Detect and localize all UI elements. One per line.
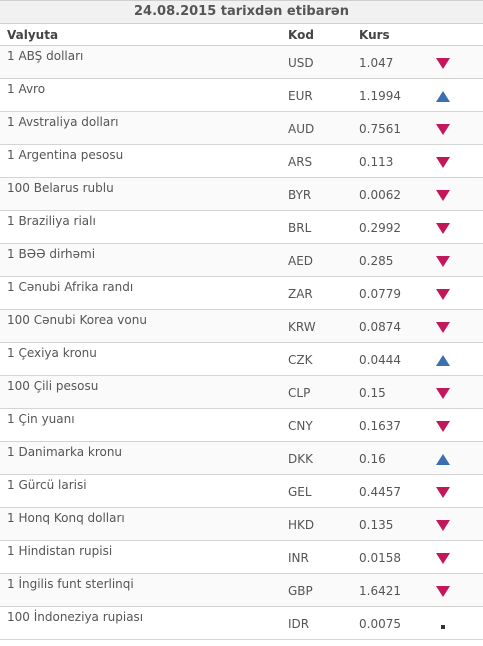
currency-code: CZK (288, 353, 313, 367)
currency-name: 1 İngilis funt sterlinqi (7, 577, 134, 591)
trend-down-icon (436, 520, 450, 532)
table-body: 1 ABŞ dolları USD 1.047 1 Avro EUR 1.1994 1 Av… (0, 46, 483, 640)
trend-down-icon (436, 157, 450, 169)
trend-down-icon (436, 58, 450, 70)
table-title: 24.08.2015 tarixdən etibarən (0, 0, 483, 24)
table-row: 1 Danimarka kronu DKK 0.16 (0, 442, 483, 475)
table-row: 1 Çexiya kronu CZK 0.0444 (0, 343, 483, 376)
exchange-rate: 0.16 (359, 452, 386, 466)
trend-down-icon (436, 289, 450, 301)
exchange-rate: 0.4457 (359, 485, 401, 499)
trend-down-icon (436, 586, 450, 598)
table-row: 1 ABŞ dolları USD 1.047 (0, 46, 483, 79)
currency-name: 1 Cənubi Afrika randı (7, 280, 134, 294)
trend-down-icon (436, 124, 450, 136)
exchange-rate: 0.0444 (359, 353, 401, 367)
currency-code: CNY (288, 419, 313, 433)
currency-name: 1 Çin yuanı (7, 412, 75, 426)
trend-unchanged-icon (436, 619, 450, 631)
table-header: Valyuta Kod Kurs (0, 24, 483, 46)
currency-code: CLP (288, 386, 311, 400)
table-row: 1 Avro EUR 1.1994 (0, 79, 483, 112)
exchange-rate: 0.0874 (359, 320, 401, 334)
trend-down-icon (436, 553, 450, 565)
table-row: 100 Cənubi Korea vonu KRW 0.0874 (0, 310, 483, 343)
table-row: 1 Argentina pesosu ARS 0.113 (0, 145, 483, 178)
exchange-rate: 0.0158 (359, 551, 401, 565)
currency-name: 100 Cənubi Korea vonu (7, 313, 147, 327)
table-row-cut (0, 640, 483, 646)
table-row: 100 Belarus rublu BYR 0.0062 (0, 178, 483, 211)
currency-code: AUD (288, 122, 315, 136)
currency-code: KRW (288, 320, 316, 334)
column-header-currency: Valyuta (7, 28, 59, 42)
exchange-rate: 0.135 (359, 518, 394, 532)
exchange-rate: 0.2992 (359, 221, 401, 235)
table-row: 1 İngilis funt sterlinqi GBP 1.6421 (0, 574, 483, 607)
trend-down-icon (436, 487, 450, 499)
table-row: 1 Braziliya rialı BRL 0.2992 (0, 211, 483, 244)
currency-code: IDR (288, 617, 310, 631)
exchange-rate: 1.047 (359, 56, 394, 70)
table-row: 1 Gürcü larisi GEL 0.4457 (0, 475, 483, 508)
trend-down-icon (436, 421, 450, 433)
currency-code: ARS (288, 155, 313, 169)
table-row: 1 Avstraliya dolları AUD 0.7561 (0, 112, 483, 145)
currency-name: 1 Braziliya rialı (7, 214, 96, 228)
currency-name: 1 BƏƏ dirhəmi (7, 247, 96, 261)
table-row: 1 Hindistan rupisi INR 0.0158 (0, 541, 483, 574)
currency-name: 100 İndoneziya rupiası (7, 610, 144, 624)
trend-up-icon (436, 355, 450, 367)
currency-code: GEL (288, 485, 312, 499)
exchange-rate: 1.6421 (359, 584, 401, 598)
currency-code: BYR (288, 188, 312, 202)
currency-code: INR (288, 551, 309, 565)
currency-name: 100 Belarus rublu (7, 181, 114, 195)
currency-code: EUR (288, 89, 313, 103)
trend-up-icon (436, 454, 450, 466)
exchange-rate: 0.7561 (359, 122, 401, 136)
currency-name: 1 Argentina pesosu (7, 148, 124, 162)
currency-name: 1 Gürcü larisi (7, 478, 87, 492)
table-row: 1 Honq Konq dolları HKD 0.135 (0, 508, 483, 541)
table-row: 1 Çin yuanı CNY 0.1637 (0, 409, 483, 442)
trend-down-icon (436, 388, 450, 400)
column-header-rate: Kurs (359, 28, 390, 42)
table-row: 100 İndoneziya rupiası IDR 0.0075 (0, 607, 483, 640)
exchange-rate: 0.113 (359, 155, 394, 169)
trend-down-icon (436, 256, 450, 268)
currency-code: HKD (288, 518, 315, 532)
currency-code: ZAR (288, 287, 313, 301)
currency-name: 1 Honq Konq dolları (7, 511, 125, 525)
currency-name: 1 Avro (7, 82, 46, 96)
table-row: 1 BƏƏ dirhəmi AED 0.285 (0, 244, 483, 277)
exchange-rate: 0.15 (359, 386, 386, 400)
currency-name: 1 Danimarka kronu (7, 445, 123, 459)
exchange-rate: 0.0075 (359, 617, 401, 631)
currency-code: GBP (288, 584, 313, 598)
exchange-rate: 0.285 (359, 254, 394, 268)
currency-name: 100 Çili pesosu (7, 379, 99, 393)
exchange-rate: 0.0779 (359, 287, 401, 301)
exchange-rate: 1.1994 (359, 89, 401, 103)
exchange-rate: 0.0062 (359, 188, 401, 202)
currency-name: 1 Avstraliya dolları (7, 115, 119, 129)
exchange-rate: 0.1637 (359, 419, 401, 433)
trend-down-icon (436, 322, 450, 334)
trend-down-icon (436, 190, 450, 202)
currency-code: DKK (288, 452, 313, 466)
currency-code: BRL (288, 221, 312, 235)
table-row: 100 Çili pesosu CLP 0.15 (0, 376, 483, 409)
currency-name: 1 ABŞ dolları (7, 49, 84, 63)
currency-name: 1 Çexiya kronu (7, 346, 97, 360)
currency-code: USD (288, 56, 314, 70)
currency-code: AED (288, 254, 314, 268)
table-row: 1 Cənubi Afrika randı ZAR 0.0779 (0, 277, 483, 310)
trend-up-icon (436, 91, 450, 103)
trend-down-icon (436, 223, 450, 235)
currency-name: 1 Hindistan rupisi (7, 544, 113, 558)
column-header-code: Kod (288, 28, 314, 42)
